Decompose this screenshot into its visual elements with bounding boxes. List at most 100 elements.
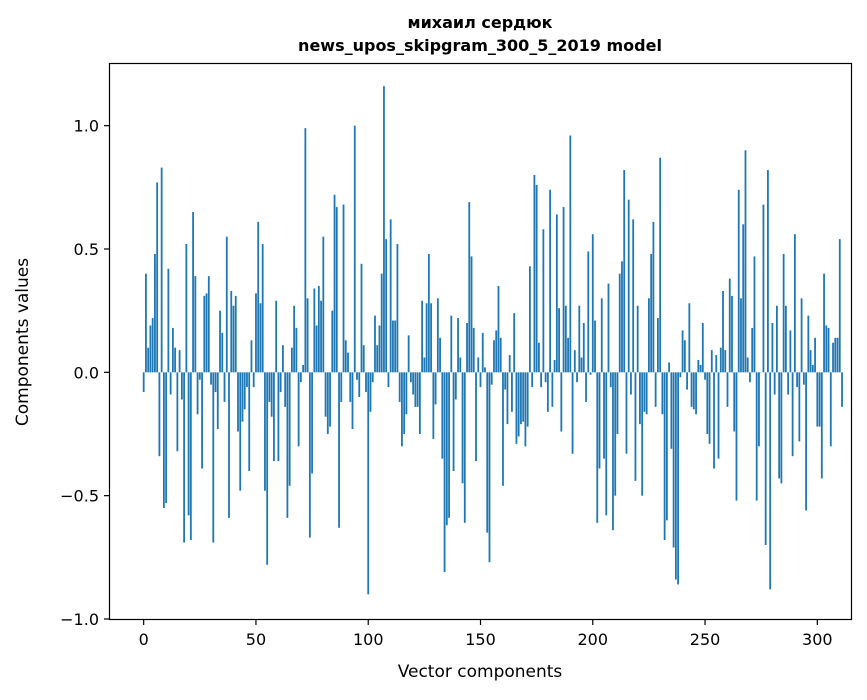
bar-248 <box>700 365 702 372</box>
bar-2 <box>147 348 149 373</box>
bar-233 <box>666 372 668 520</box>
bar-185 <box>558 308 560 372</box>
bar-205 <box>603 372 605 458</box>
bar-66 <box>291 348 293 373</box>
bar-197 <box>585 372 587 402</box>
bar-85 <box>334 195 336 373</box>
bar-266 <box>740 298 742 372</box>
bar-283 <box>778 372 780 478</box>
bar-52 <box>260 303 262 372</box>
bar-67 <box>293 306 295 373</box>
bar-293 <box>801 298 803 372</box>
bar-190 <box>569 136 571 373</box>
bar-198 <box>587 251 589 372</box>
bar-296 <box>807 316 809 373</box>
bar-39 <box>230 291 232 372</box>
bar-237 <box>675 372 677 579</box>
bar-103 <box>374 316 376 373</box>
bar-241 <box>684 340 686 372</box>
bar-162 <box>507 372 509 424</box>
bar-1 <box>145 274 147 373</box>
bar-179 <box>545 372 547 382</box>
bar-102 <box>372 372 374 382</box>
bar-47 <box>248 372 250 471</box>
bar-124 <box>421 301 423 373</box>
chart-title-line1: михаил сердюк <box>407 13 552 32</box>
bar-97 <box>361 264 363 373</box>
bar-9 <box>163 372 165 508</box>
bar-292 <box>798 372 800 441</box>
bar-139 <box>455 372 457 399</box>
bar-57 <box>271 372 273 416</box>
bar-208 <box>610 372 612 387</box>
bar-117 <box>406 372 408 414</box>
bar-227 <box>653 222 655 372</box>
bar-285 <box>783 254 785 372</box>
bar-271 <box>751 328 753 372</box>
bar-164 <box>511 372 513 411</box>
bar-21 <box>190 372 192 540</box>
bar-279 <box>769 372 771 589</box>
bar-41 <box>235 296 237 372</box>
bar-111 <box>392 321 394 373</box>
bar-169 <box>522 372 524 421</box>
y-tick-label: 0.0 <box>74 363 99 382</box>
bar-32 <box>215 372 217 392</box>
bar-200 <box>592 234 594 372</box>
bar-84 <box>331 311 333 373</box>
bar-119 <box>410 372 412 382</box>
bar-254 <box>713 372 715 468</box>
bar-246 <box>695 372 697 414</box>
bar-27 <box>203 296 205 372</box>
bar-201 <box>594 321 596 373</box>
bar-45 <box>244 372 246 409</box>
bar-267 <box>742 224 744 372</box>
bar-258 <box>722 291 724 372</box>
bar-120 <box>412 372 414 394</box>
bar-50 <box>255 293 257 372</box>
bar-113 <box>397 244 399 372</box>
bar-86 <box>336 207 338 372</box>
bar-257 <box>720 348 722 373</box>
bar-301 <box>819 372 821 426</box>
bar-238 <box>677 372 679 584</box>
bar-18 <box>183 372 185 542</box>
bar-256 <box>718 372 720 458</box>
bar-302 <box>821 372 823 478</box>
bar-33 <box>217 372 219 429</box>
bar-219 <box>635 372 637 481</box>
bar-49 <box>253 372 255 387</box>
bar-69 <box>298 372 300 446</box>
bar-35 <box>221 333 223 372</box>
bar-72 <box>304 128 306 372</box>
bar-249 <box>702 323 704 372</box>
bar-207 <box>608 284 610 373</box>
bar-56 <box>269 372 271 402</box>
bar-62 <box>282 345 284 372</box>
bar-260 <box>727 372 729 407</box>
bar-123 <box>419 372 421 434</box>
bar-156 <box>493 340 495 372</box>
bar-222 <box>641 372 643 495</box>
bar-231 <box>661 372 663 414</box>
bar-309 <box>837 338 839 373</box>
bar-11 <box>167 269 169 373</box>
x-tick-label: 0 <box>139 630 149 649</box>
bar-3 <box>150 325 152 372</box>
bar-159 <box>500 338 502 373</box>
x-tick-label: 50 <box>246 630 266 649</box>
bar-6 <box>156 182 158 372</box>
bar-29 <box>208 276 210 372</box>
bar-217 <box>630 372 632 394</box>
bar-176 <box>538 343 540 373</box>
bar-63 <box>284 372 286 407</box>
bar-187 <box>563 207 565 372</box>
bar-60 <box>278 372 280 461</box>
bar-216 <box>628 200 630 373</box>
bar-189 <box>567 338 569 373</box>
bar-273 <box>756 372 758 500</box>
bar-239 <box>679 372 681 377</box>
bar-0 <box>143 372 145 392</box>
bar-166 <box>516 372 518 444</box>
bar-146 <box>471 256 473 372</box>
